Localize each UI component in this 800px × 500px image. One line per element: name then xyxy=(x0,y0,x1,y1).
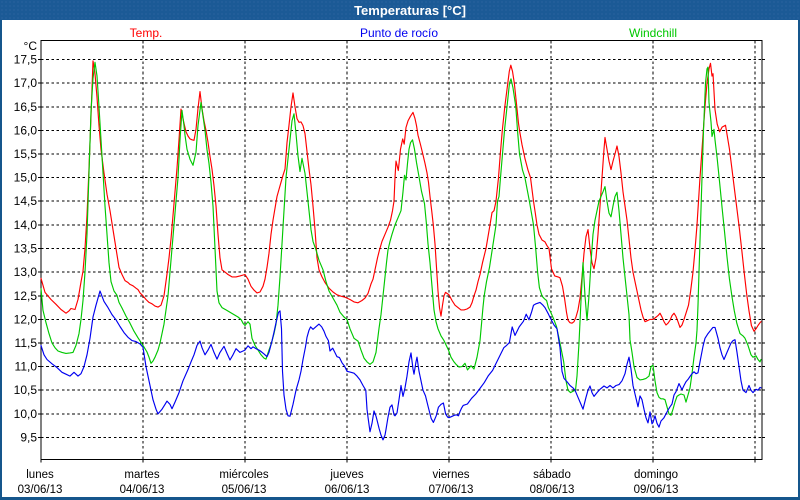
svg-text:14,5: 14,5 xyxy=(14,194,38,208)
svg-text:11,5: 11,5 xyxy=(15,336,38,350)
svg-text:lunes: lunes xyxy=(26,469,54,481)
svg-text:12,0: 12,0 xyxy=(14,312,38,326)
svg-text:miércoles: miércoles xyxy=(219,469,268,481)
svg-text:15,5: 15,5 xyxy=(14,147,38,161)
svg-text:viernes: viernes xyxy=(432,469,469,481)
svg-text:16,5: 16,5 xyxy=(14,100,38,114)
svg-text:jueves: jueves xyxy=(329,469,363,481)
svg-text:16,0: 16,0 xyxy=(14,123,38,137)
svg-text:11,0: 11,0 xyxy=(15,360,38,374)
svg-text:06/06/13: 06/06/13 xyxy=(325,484,370,496)
svg-text:03/06/13: 03/06/13 xyxy=(18,484,63,496)
svg-text:13,0: 13,0 xyxy=(14,265,38,279)
svg-text:martes: martes xyxy=(124,469,159,481)
svg-text:05/06/13: 05/06/13 xyxy=(222,484,267,496)
svg-text:9,5: 9,5 xyxy=(20,431,37,445)
svg-text:04/06/13: 04/06/13 xyxy=(120,484,165,496)
svg-text:09/06/13: 09/06/13 xyxy=(634,484,679,496)
svg-text:17,5: 17,5 xyxy=(14,53,38,67)
svg-text:10,5: 10,5 xyxy=(14,383,38,397)
svg-text:15,0: 15,0 xyxy=(14,171,38,185)
svg-text:12,5: 12,5 xyxy=(14,289,38,303)
svg-text:13,5: 13,5 xyxy=(14,242,38,256)
svg-text:14,0: 14,0 xyxy=(14,218,38,232)
svg-text:10,0: 10,0 xyxy=(14,407,38,421)
svg-text:sábado: sábado xyxy=(533,469,571,481)
svg-text:08/06/13: 08/06/13 xyxy=(530,484,575,496)
svg-text:07/06/13: 07/06/13 xyxy=(429,484,474,496)
svg-text:17,0: 17,0 xyxy=(14,76,38,90)
svg-text:°C: °C xyxy=(24,39,38,53)
svg-text:domingo: domingo xyxy=(634,469,678,481)
